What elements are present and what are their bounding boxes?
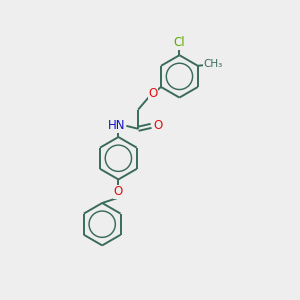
Text: O: O bbox=[148, 87, 158, 100]
Text: HN: HN bbox=[108, 119, 125, 132]
Text: CH₃: CH₃ bbox=[203, 59, 223, 69]
Text: Cl: Cl bbox=[174, 36, 185, 49]
Text: O: O bbox=[114, 185, 123, 198]
Text: O: O bbox=[153, 119, 163, 132]
